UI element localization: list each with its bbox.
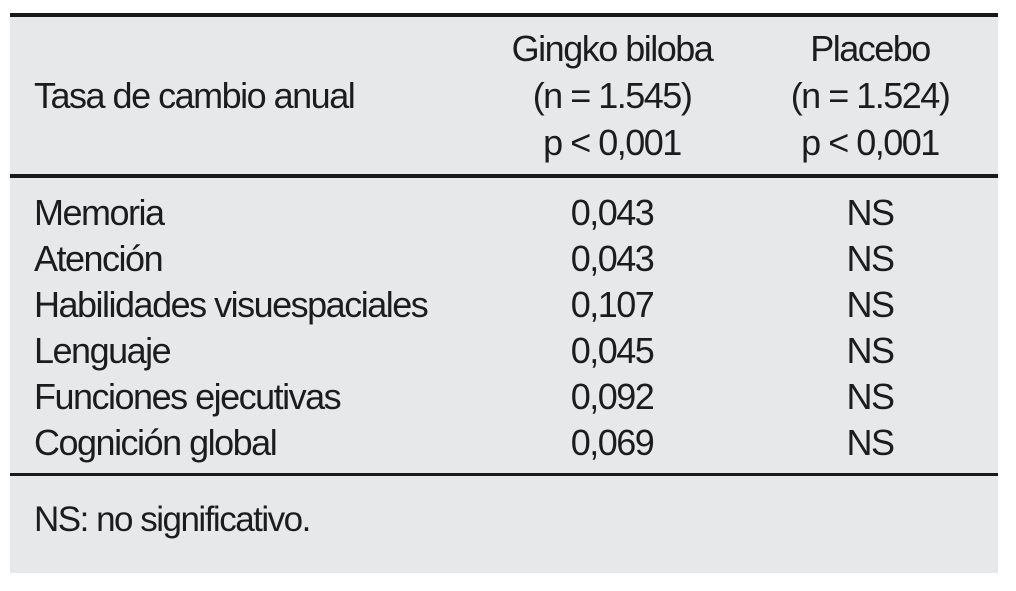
table-row: Funciones ejecutivas 0,092 NS bbox=[10, 374, 998, 420]
row-placebo-value: NS bbox=[846, 376, 895, 417]
row-label: Atención bbox=[34, 238, 164, 279]
row-gingko-value: 0,043 bbox=[570, 238, 655, 279]
footnote-text: NS: no significativo. bbox=[34, 500, 311, 539]
table-row: Memoria 0,043 NS bbox=[10, 190, 998, 236]
row-gingko-value: 0,069 bbox=[570, 422, 655, 463]
header-col-placebo: Placebo (n = 1.524) p < 0,001 bbox=[742, 17, 998, 174]
row-gingko-value: 0,092 bbox=[570, 376, 655, 417]
table-body: Memoria 0,043 NS Atención 0,043 NS Habil… bbox=[10, 178, 998, 473]
row-label: Habilidades visuespaciales bbox=[34, 284, 429, 325]
placebo-column-p: p < 0,001 bbox=[801, 122, 940, 163]
row-label: Funciones ejecutivas bbox=[34, 376, 342, 417]
row-gingko-value: 0,107 bbox=[570, 284, 655, 325]
gingko-column-n: (n = 1.545) bbox=[532, 75, 693, 116]
row-gingko-value: 0,045 bbox=[570, 330, 655, 371]
table-footnote: NS: no significativo. bbox=[10, 476, 998, 540]
table-row: Habilidades visuespaciales 0,107 NS bbox=[10, 282, 998, 328]
placebo-column-name: Placebo bbox=[810, 28, 931, 69]
header-col-gingko: Gingko biloba (n = 1.545) p < 0,001 bbox=[482, 17, 742, 174]
row-placebo-value: NS bbox=[846, 284, 895, 325]
row-placebo-value: NS bbox=[846, 192, 895, 233]
results-table: Tasa de cambio anual Gingko biloba (n = … bbox=[10, 13, 998, 573]
row-label: Lenguaje bbox=[34, 330, 172, 371]
placebo-column-n: (n = 1.524) bbox=[790, 75, 951, 116]
header-row-label-cell: Tasa de cambio anual bbox=[10, 17, 482, 174]
row-placebo-value: NS bbox=[846, 330, 895, 371]
header-divider-rule bbox=[10, 174, 998, 178]
table-row: Atención 0,043 NS bbox=[10, 236, 998, 282]
header-row-label: Tasa de cambio anual bbox=[34, 74, 356, 116]
row-gingko-value: 0,043 bbox=[570, 192, 655, 233]
table-row: Lenguaje 0,045 NS bbox=[10, 328, 998, 374]
header-col-gingko-stack: Gingko biloba (n = 1.545) p < 0,001 bbox=[482, 17, 742, 174]
row-placebo-value: NS bbox=[846, 422, 895, 463]
gingko-column-name: Gingko biloba bbox=[511, 28, 714, 69]
row-label: Memoria bbox=[34, 192, 165, 233]
table-header: Tasa de cambio anual Gingko biloba (n = … bbox=[10, 17, 998, 174]
row-placebo-value: NS bbox=[846, 238, 895, 279]
header-col-placebo-stack: Placebo (n = 1.524) p < 0,001 bbox=[742, 17, 998, 174]
table-row: Cognición global 0,069 NS bbox=[10, 420, 998, 466]
row-label: Cognición global bbox=[34, 422, 278, 463]
gingko-column-p: p < 0,001 bbox=[543, 122, 682, 163]
footer-divider-rule bbox=[10, 473, 998, 476]
